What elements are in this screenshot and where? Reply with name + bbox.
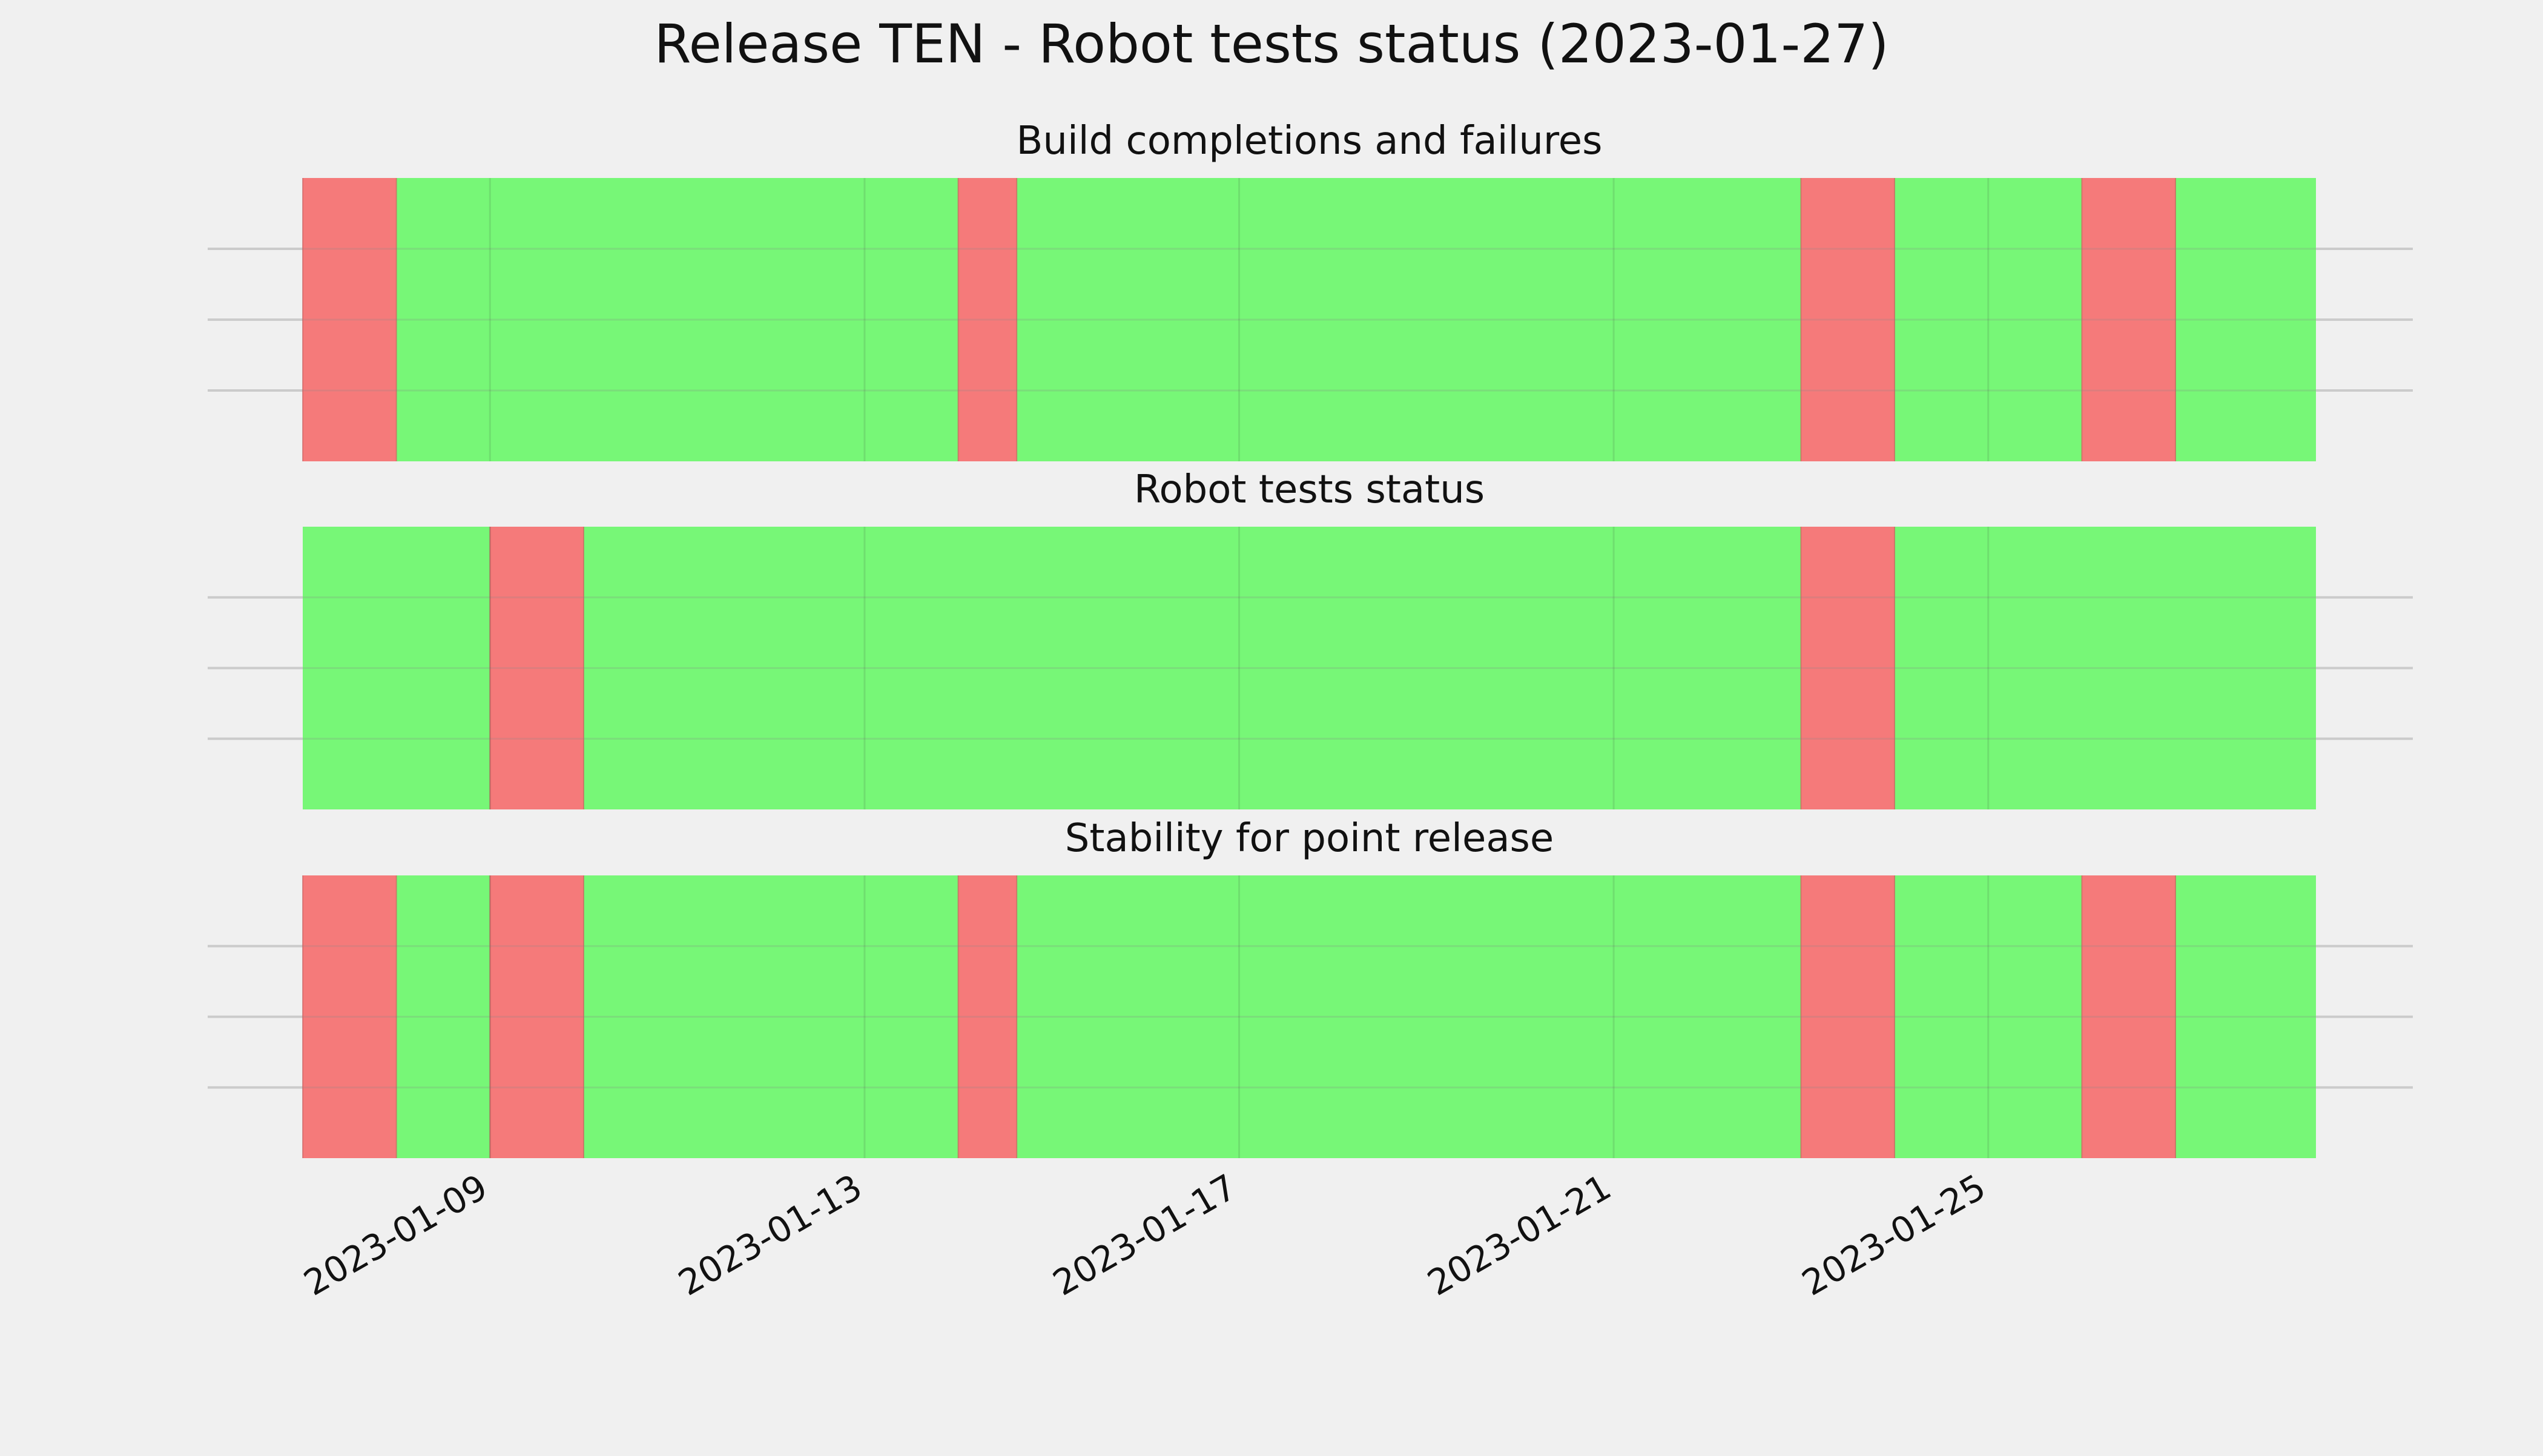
status-band-fail bbox=[2082, 178, 2176, 461]
panel-title: Robot tests status bbox=[1134, 467, 1485, 512]
status-band-fail bbox=[958, 178, 1017, 461]
status-band-fail bbox=[958, 875, 1017, 1158]
status-band-pass bbox=[396, 875, 490, 1158]
panel-title: Build completions and failures bbox=[1017, 119, 1603, 163]
status-band-fail bbox=[1801, 875, 1895, 1158]
status-band-fail bbox=[303, 875, 397, 1158]
status-band-pass bbox=[583, 527, 1801, 809]
timeline-panel-1: Build completions and failures bbox=[208, 119, 2413, 461]
x-tick-label: 2023-01-25 bbox=[1795, 1166, 1993, 1303]
status-band-pass bbox=[1895, 875, 2082, 1158]
x-tick-label: 2023-01-21 bbox=[1420, 1166, 1618, 1303]
timeline-panel-2: Robot tests status bbox=[208, 467, 2413, 809]
status-band-pass bbox=[396, 178, 958, 461]
status-band-fail bbox=[2082, 875, 2176, 1158]
status-band-pass bbox=[2175, 178, 2316, 461]
status-band-pass bbox=[583, 875, 958, 1158]
status-band-fail bbox=[490, 875, 584, 1158]
x-tick-label: 2023-01-09 bbox=[297, 1166, 494, 1303]
status-band-pass bbox=[1895, 527, 2316, 809]
status-band-pass bbox=[1017, 178, 1801, 461]
status-band-fail bbox=[303, 178, 397, 461]
x-tick-label: 2023-01-13 bbox=[671, 1166, 869, 1303]
status-band-fail bbox=[490, 527, 584, 809]
status-band-pass bbox=[303, 527, 490, 809]
status-band-pass bbox=[1017, 875, 1801, 1158]
status-band-pass bbox=[2175, 875, 2316, 1158]
status-band-pass bbox=[1895, 178, 2082, 461]
figure-title: Release TEN - Robot tests status (2023-0… bbox=[654, 13, 1888, 75]
status-band-fail bbox=[1801, 178, 1895, 461]
panel-title: Stability for point release bbox=[1065, 816, 1554, 861]
timeline-panel-3: Stability for point release bbox=[208, 816, 2413, 1158]
status-band-fail bbox=[1801, 527, 1895, 809]
x-tick-label: 2023-01-17 bbox=[1046, 1166, 1244, 1303]
